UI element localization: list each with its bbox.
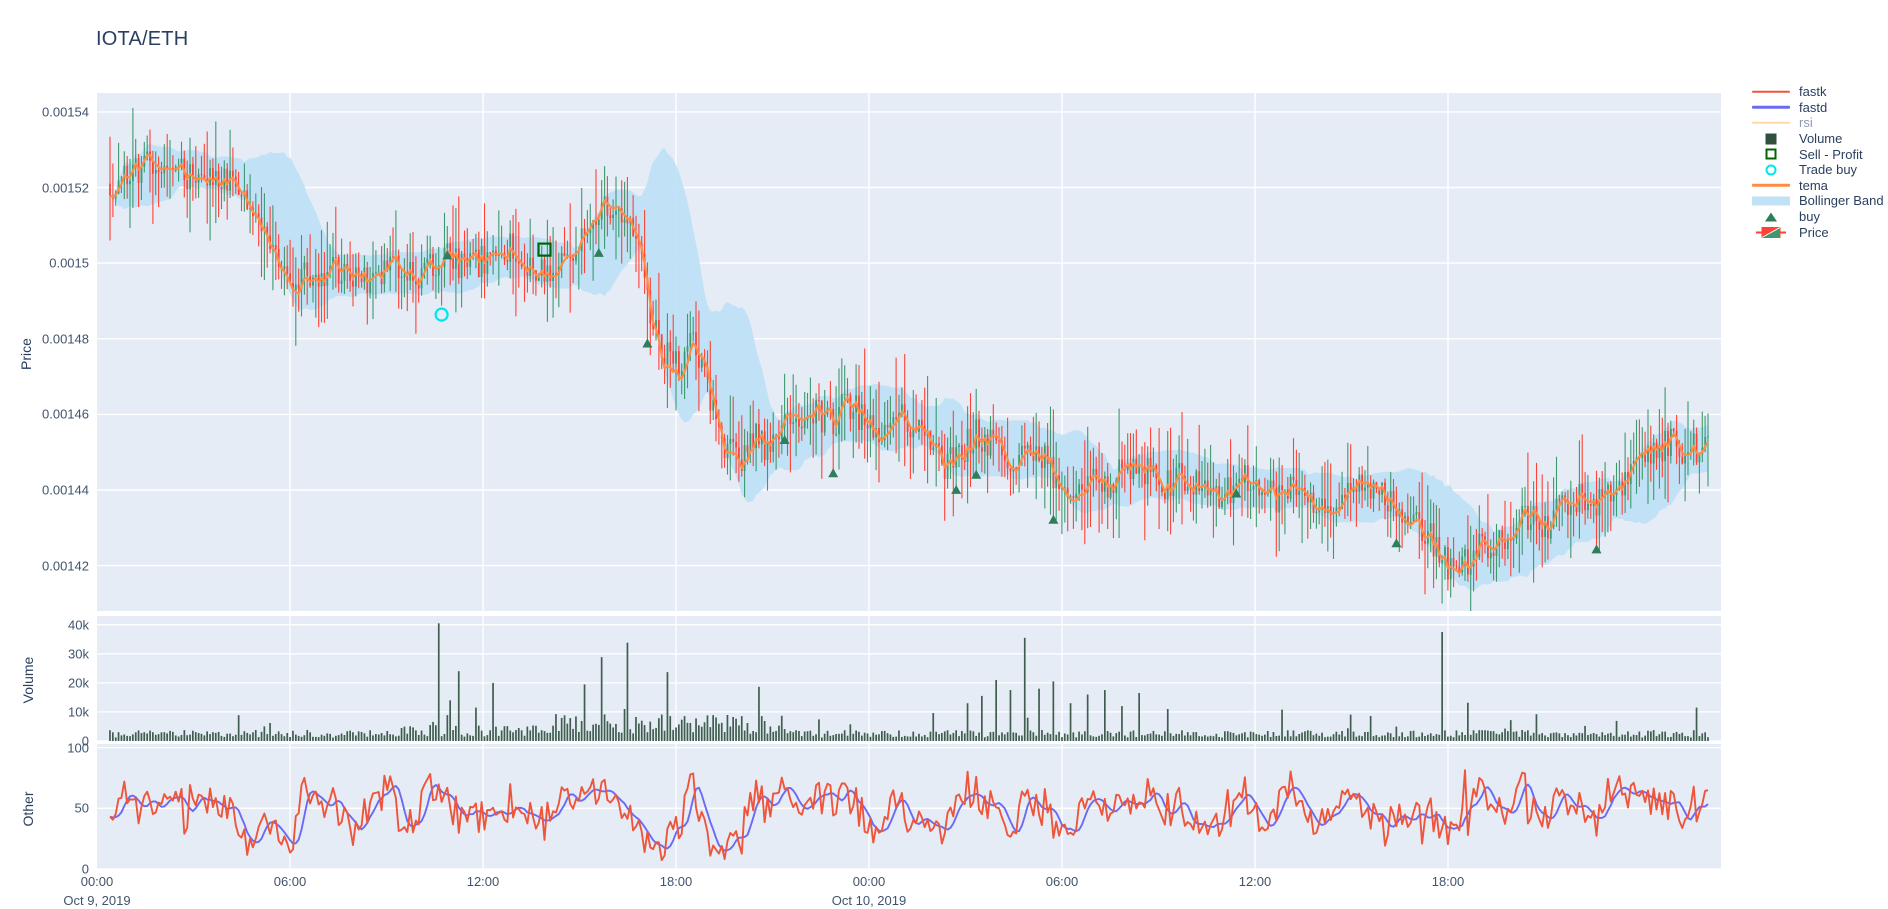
legend-item-sell-profit[interactable]: Sell - Profit: [1750, 146, 1888, 162]
volume-y-tick: 30k: [68, 646, 89, 662]
x-axis-date-label: Oct 9, 2019: [63, 893, 131, 908]
legend-item-label: Bollinger Band: [1799, 193, 1884, 209]
chart-legend[interactable]: fastk fastd rsi Volume Sell - Profit Trade bu…: [1750, 84, 1888, 240]
legend-band-swatch-icon: [1750, 193, 1792, 208]
legend-item-label: tema: [1799, 177, 1828, 193]
legend-item-label: Volume: [1799, 131, 1843, 147]
price-y-tick: 0.00152: [42, 180, 89, 196]
x-axis-tick: 00:00: [80, 874, 114, 889]
legend-item-bollinger-band[interactable]: Bollinger Band: [1750, 193, 1888, 209]
legend-triangle-up-icon: [1750, 209, 1792, 224]
legend-item-label: Price: [1799, 224, 1829, 240]
legend-line-swatch-icon: [1750, 178, 1792, 193]
legend-item-label: buy: [1799, 209, 1820, 225]
price-y-tick: 0.00142: [42, 558, 89, 574]
legend-open-square-icon: [1750, 147, 1792, 162]
other-y-tick: 100: [67, 740, 89, 756]
legend-item-label: rsi: [1799, 115, 1813, 131]
x-axis-tick: 18:00: [1431, 874, 1465, 889]
legend-item-volume[interactable]: Volume: [1750, 131, 1888, 147]
volume-axis-title: Volume: [20, 656, 36, 704]
legend-item-label: fastk: [1799, 84, 1827, 100]
legend-item-fastk[interactable]: fastk: [1750, 84, 1888, 100]
price-y-tick: 0.00148: [42, 331, 89, 347]
price-y-tick: 0.00154: [42, 104, 89, 120]
other-y-tick: 0: [81, 861, 89, 877]
legend-line-swatch-icon: [1750, 84, 1792, 99]
other-chart-svg: [97, 744, 1721, 869]
other-axis-title: Other: [20, 791, 36, 827]
price-y-tick: 0.00146: [42, 406, 89, 422]
legend-item-label: Trade buy: [1799, 162, 1858, 178]
volume-y-tick: 40k: [68, 617, 89, 633]
x-axis-tick: 12:00: [466, 874, 500, 889]
other-y-axis: 100 50 0: [0, 740, 97, 876]
x-axis-tick: 12:00: [1238, 874, 1272, 889]
legend-item-trade-buy[interactable]: Trade buy: [1750, 162, 1888, 178]
volume-chart-svg: [97, 616, 1721, 741]
legend-square-swatch-icon: [1750, 131, 1792, 146]
other-plot-panel[interactable]: [97, 744, 1721, 869]
volume-plot-panel[interactable]: [97, 616, 1721, 741]
legend-item-label: fastd: [1799, 99, 1828, 115]
x-axis-date-label: Oct 10, 2019: [831, 893, 907, 908]
page-title: IOTA/ETH: [96, 28, 189, 50]
volume-y-tick: 20k: [68, 675, 89, 691]
legend-item-label: Sell - Profit: [1799, 146, 1863, 162]
price-chart-svg: [97, 93, 1721, 611]
volume-y-axis: 40k 30k 20k 10k 0: [0, 616, 97, 748]
legend-item-fastd[interactable]: fastd: [1750, 100, 1888, 116]
price-plot-panel[interactable]: [97, 93, 1721, 611]
x-axis-tick: 06:00: [273, 874, 307, 889]
x-axis-tick: 00:00: [852, 874, 886, 889]
volume-y-tick: 10k: [68, 704, 89, 720]
x-axis-tick: 18:00: [659, 874, 693, 889]
price-y-axis: 0.00154 0.00152 0.0015 0.00148 0.00146 0.0014…: [0, 93, 97, 611]
legend-item-price[interactable]: Price: [1750, 224, 1888, 240]
legend-line-swatch-icon: [1750, 115, 1792, 130]
price-y-tick: 0.0015: [49, 255, 89, 271]
legend-open-circle-icon: [1750, 162, 1792, 177]
legend-candlestick-icon: [1750, 225, 1792, 240]
legend-item-buy[interactable]: buy: [1750, 209, 1888, 225]
legend-item-tema[interactable]: tema: [1750, 178, 1888, 194]
legend-item-rsi[interactable]: rsi: [1750, 115, 1888, 131]
x-axis-tick: 06:00: [1045, 874, 1079, 889]
price-axis-title: Price: [18, 338, 34, 370]
volume-y-tick: 0: [81, 733, 89, 749]
other-y-tick: 50: [74, 800, 89, 816]
legend-line-swatch-icon: [1750, 100, 1792, 115]
price-y-tick: 0.00144: [42, 482, 89, 498]
